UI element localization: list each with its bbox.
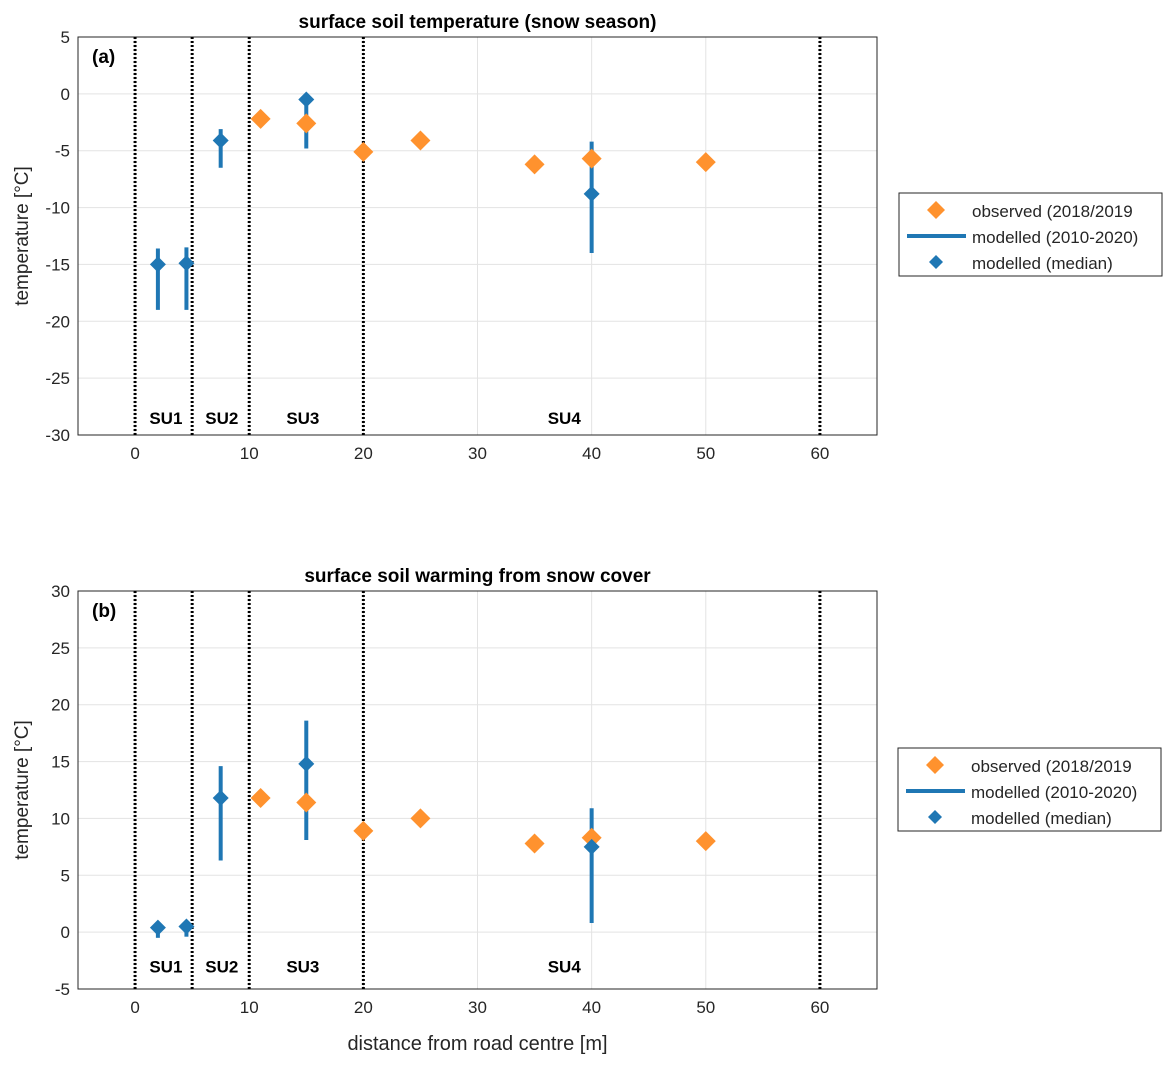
x-tick-label: 30 — [468, 444, 487, 463]
zone-label: SU2 — [205, 957, 238, 976]
modelled-median-point — [178, 255, 195, 272]
modelled-median-point — [149, 919, 166, 936]
panel-b: 0 10 20 30 40 50 60 -5 0 5 10 15 20 25 30 SU1 SU2 SU3 SU4 s… — [12, 566, 1162, 1055]
chart-title: surface soil temperature (snow season) — [299, 12, 657, 33]
x-tick-label: 20 — [354, 444, 373, 463]
modelled-median-point — [583, 838, 600, 855]
x-tick-label: 0 — [130, 998, 139, 1017]
y-tick-label: 30 — [51, 582, 70, 601]
observed-point — [695, 831, 716, 852]
y-tick-label: 5 — [61, 28, 70, 47]
y-tick-label: -5 — [55, 980, 70, 999]
observed-point — [353, 141, 374, 162]
y-tick-label: 15 — [51, 753, 70, 772]
observed-point — [581, 148, 602, 169]
legend-entry: modelled (2010-2020) — [972, 228, 1138, 247]
observed-point — [250, 108, 271, 129]
y-axis-label: temperature [°C] — [12, 166, 33, 306]
x-tick-label: 50 — [696, 998, 715, 1017]
modelled-median-point — [212, 132, 229, 149]
legend-entry: modelled (median) — [971, 809, 1112, 828]
x-tick-label: 10 — [240, 998, 259, 1017]
y-tick-label: 0 — [61, 923, 70, 942]
legend-entry: observed (2018/2019 — [971, 757, 1132, 776]
y-tick-label: 10 — [51, 809, 70, 828]
observed-point — [353, 820, 374, 841]
x-tick-label: 0 — [130, 444, 139, 463]
y-tick-label: -15 — [45, 255, 70, 274]
modelled-median-point — [178, 918, 195, 935]
legend-observed-marker — [926, 756, 944, 774]
panel-label: (a) — [92, 47, 115, 68]
zone-label: SU1 — [149, 957, 182, 976]
legend-median-marker — [928, 810, 942, 824]
observed-point — [296, 792, 317, 813]
observed-point — [410, 808, 431, 829]
x-tick-label: 60 — [810, 998, 829, 1017]
zone-label: SU3 — [286, 957, 319, 976]
x-tick-label: 50 — [696, 444, 715, 463]
x-tick-label: 60 — [810, 444, 829, 463]
modelled-median-point — [149, 256, 166, 273]
y-tick-label: 5 — [61, 866, 70, 885]
observed-point — [296, 113, 317, 134]
observed-point — [410, 130, 431, 151]
axes-box — [77, 590, 878, 990]
legend: observed (2018/2019 modelled (2010-2020) m… — [898, 192, 1163, 277]
modelled-median-point — [298, 91, 315, 108]
y-tick-label: 0 — [61, 85, 70, 104]
x-axis-label: distance from road centre [m] — [347, 1033, 607, 1055]
x-tick-label: 40 — [582, 444, 601, 463]
y-tick-label: -20 — [45, 312, 70, 331]
observed-point — [581, 827, 602, 848]
panel-label: (b) — [92, 601, 116, 622]
panel-a: 0 10 20 30 40 50 60 -30 -25 -20 -15 -10 -5 0 5 SU1 SU2 SU… — [12, 12, 1163, 463]
observed-point — [250, 787, 271, 808]
zone-label: SU1 — [149, 409, 182, 428]
y-tick-label: -30 — [45, 426, 70, 445]
x-tick-label: 20 — [354, 998, 373, 1017]
y-tick-label: 20 — [51, 696, 70, 715]
axes-box — [77, 36, 878, 436]
zone-label: SU3 — [286, 409, 319, 428]
x-tick-label: 40 — [582, 998, 601, 1017]
observed-point — [695, 152, 716, 173]
legend-entry: modelled (median) — [972, 254, 1113, 273]
modelled-median-point — [212, 789, 229, 806]
y-tick-label: -25 — [45, 369, 70, 388]
legend: observed (2018/2019 modelled (2010-2020) m… — [897, 747, 1162, 832]
zone-label: SU4 — [548, 957, 582, 976]
modelled-median-point — [583, 185, 600, 202]
y-tick-label: -10 — [45, 199, 70, 218]
y-tick-label: -5 — [55, 142, 70, 161]
zone-label: SU4 — [548, 409, 582, 428]
x-tick-label: 10 — [240, 444, 259, 463]
zone-label: SU2 — [205, 409, 238, 428]
legend-observed-marker — [927, 201, 945, 219]
y-tick-label: 25 — [51, 639, 70, 658]
observed-point — [524, 833, 545, 854]
chart-title: surface soil warming from snow cover — [304, 566, 651, 587]
legend-entry: observed (2018/2019 — [972, 202, 1133, 221]
legend-median-marker — [929, 255, 943, 269]
y-axis-label: temperature [°C] — [12, 720, 33, 860]
legend-entry: modelled (2010-2020) — [971, 783, 1137, 802]
modelled-median-point — [298, 755, 315, 772]
observed-point — [524, 154, 545, 175]
x-tick-label: 30 — [468, 998, 487, 1017]
